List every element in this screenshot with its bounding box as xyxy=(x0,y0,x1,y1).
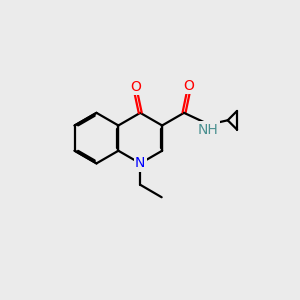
Text: N: N xyxy=(135,156,146,170)
Text: O: O xyxy=(130,80,141,94)
Text: O: O xyxy=(183,79,194,93)
Text: NH: NH xyxy=(197,123,218,137)
